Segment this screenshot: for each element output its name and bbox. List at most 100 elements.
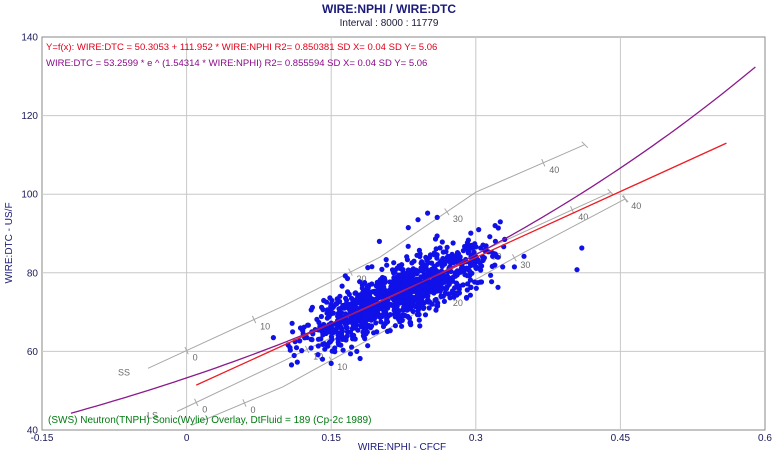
data-point [425, 210, 431, 216]
data-point [347, 319, 354, 325]
linear-fit-equation: Y=f(x): WIRE:DTC = 50.3053 + 111.952 * W… [46, 42, 437, 53]
fit-lines [70, 66, 756, 414]
y-tick-label: 80 [27, 268, 39, 279]
data-point [490, 253, 496, 259]
overlay-tick-mark [444, 208, 450, 216]
chart-subtitle: Interval : 8000 : 11779 [340, 18, 439, 29]
data-point [480, 257, 486, 263]
data-point [521, 253, 527, 259]
data-point [400, 307, 406, 313]
data-point [332, 327, 338, 333]
data-point [404, 254, 410, 260]
data-point [473, 285, 479, 291]
data-point [472, 279, 478, 285]
data-point [329, 336, 335, 342]
data-point [579, 245, 585, 251]
data-point [341, 319, 348, 325]
data-point [473, 257, 479, 263]
data-point [416, 317, 422, 323]
plot-frame [41, 36, 766, 431]
overlay-tick-mark [511, 254, 517, 262]
data-point [414, 312, 421, 318]
data-point [382, 279, 388, 285]
data-point [399, 312, 405, 318]
data-point [451, 254, 457, 260]
data-point [430, 279, 436, 285]
data-point [376, 238, 382, 244]
plot-area [41, 36, 766, 431]
data-point [454, 283, 460, 289]
data-point [492, 223, 498, 229]
data-point [358, 319, 364, 325]
data-point [414, 292, 420, 298]
data-point [461, 268, 467, 274]
overlay-line-ss [147, 144, 585, 369]
data-point [394, 274, 400, 280]
data-point [373, 296, 379, 302]
data-point [396, 263, 402, 269]
data-point [444, 286, 450, 292]
y-tick-label: 40 [27, 426, 39, 437]
data-point [433, 246, 439, 252]
overlay-tick-mark [184, 346, 189, 355]
data-point [374, 305, 380, 312]
data-point [463, 294, 470, 301]
data-point [390, 303, 396, 309]
overlay-name-ss: SS [118, 367, 130, 377]
data-point [287, 345, 293, 351]
overlay-end-tick [607, 188, 615, 196]
data-point [419, 296, 425, 302]
overlay-tick-label: 0 [193, 353, 198, 363]
data-point [422, 286, 428, 292]
data-point [392, 323, 398, 329]
data-point [511, 264, 517, 270]
data-point [467, 292, 473, 298]
data-point [270, 335, 276, 341]
y-tick-label: 60 [27, 347, 39, 358]
overlay-tick-mark [194, 398, 199, 407]
data-point [440, 249, 446, 255]
data-point [410, 272, 416, 278]
data-point [434, 233, 440, 239]
linear-fit-line [195, 142, 727, 386]
data-point [463, 246, 469, 252]
data-point [395, 280, 401, 286]
data-point [339, 332, 345, 338]
data-point [439, 263, 445, 269]
data-point [325, 343, 331, 349]
overlay-tick-label: 10 [337, 362, 347, 372]
data-point [435, 284, 441, 290]
data-point [349, 344, 355, 350]
data-point [343, 297, 350, 303]
data-point [392, 269, 398, 275]
data-point [407, 319, 414, 326]
data-point [471, 249, 477, 255]
data-point [338, 342, 344, 348]
data-point [418, 266, 424, 272]
data-point [361, 310, 367, 316]
overlay-tick-mark [242, 399, 247, 407]
data-point [369, 308, 375, 314]
overlay-tick-label: 0 [250, 405, 255, 415]
data-point [308, 307, 314, 313]
data-point [418, 289, 424, 295]
data-point [488, 272, 494, 278]
overlay-tick-label: 0 [202, 404, 207, 414]
data-point [342, 301, 349, 308]
data-point [378, 303, 384, 309]
overlay-end-tick [581, 141, 589, 149]
overlay-tick-label: 20 [453, 298, 463, 308]
data-point [367, 296, 373, 302]
data-point [335, 336, 341, 342]
overlay-tick-mark [570, 206, 575, 214]
overlay-tick-mark [251, 315, 257, 324]
data-point [399, 323, 405, 329]
data-point [384, 262, 390, 268]
data-point [299, 348, 305, 354]
data-point [391, 311, 398, 317]
data-point [327, 295, 333, 301]
data-point [422, 312, 429, 318]
overlay-tick-label: 30 [453, 214, 463, 224]
data-point [354, 348, 360, 354]
